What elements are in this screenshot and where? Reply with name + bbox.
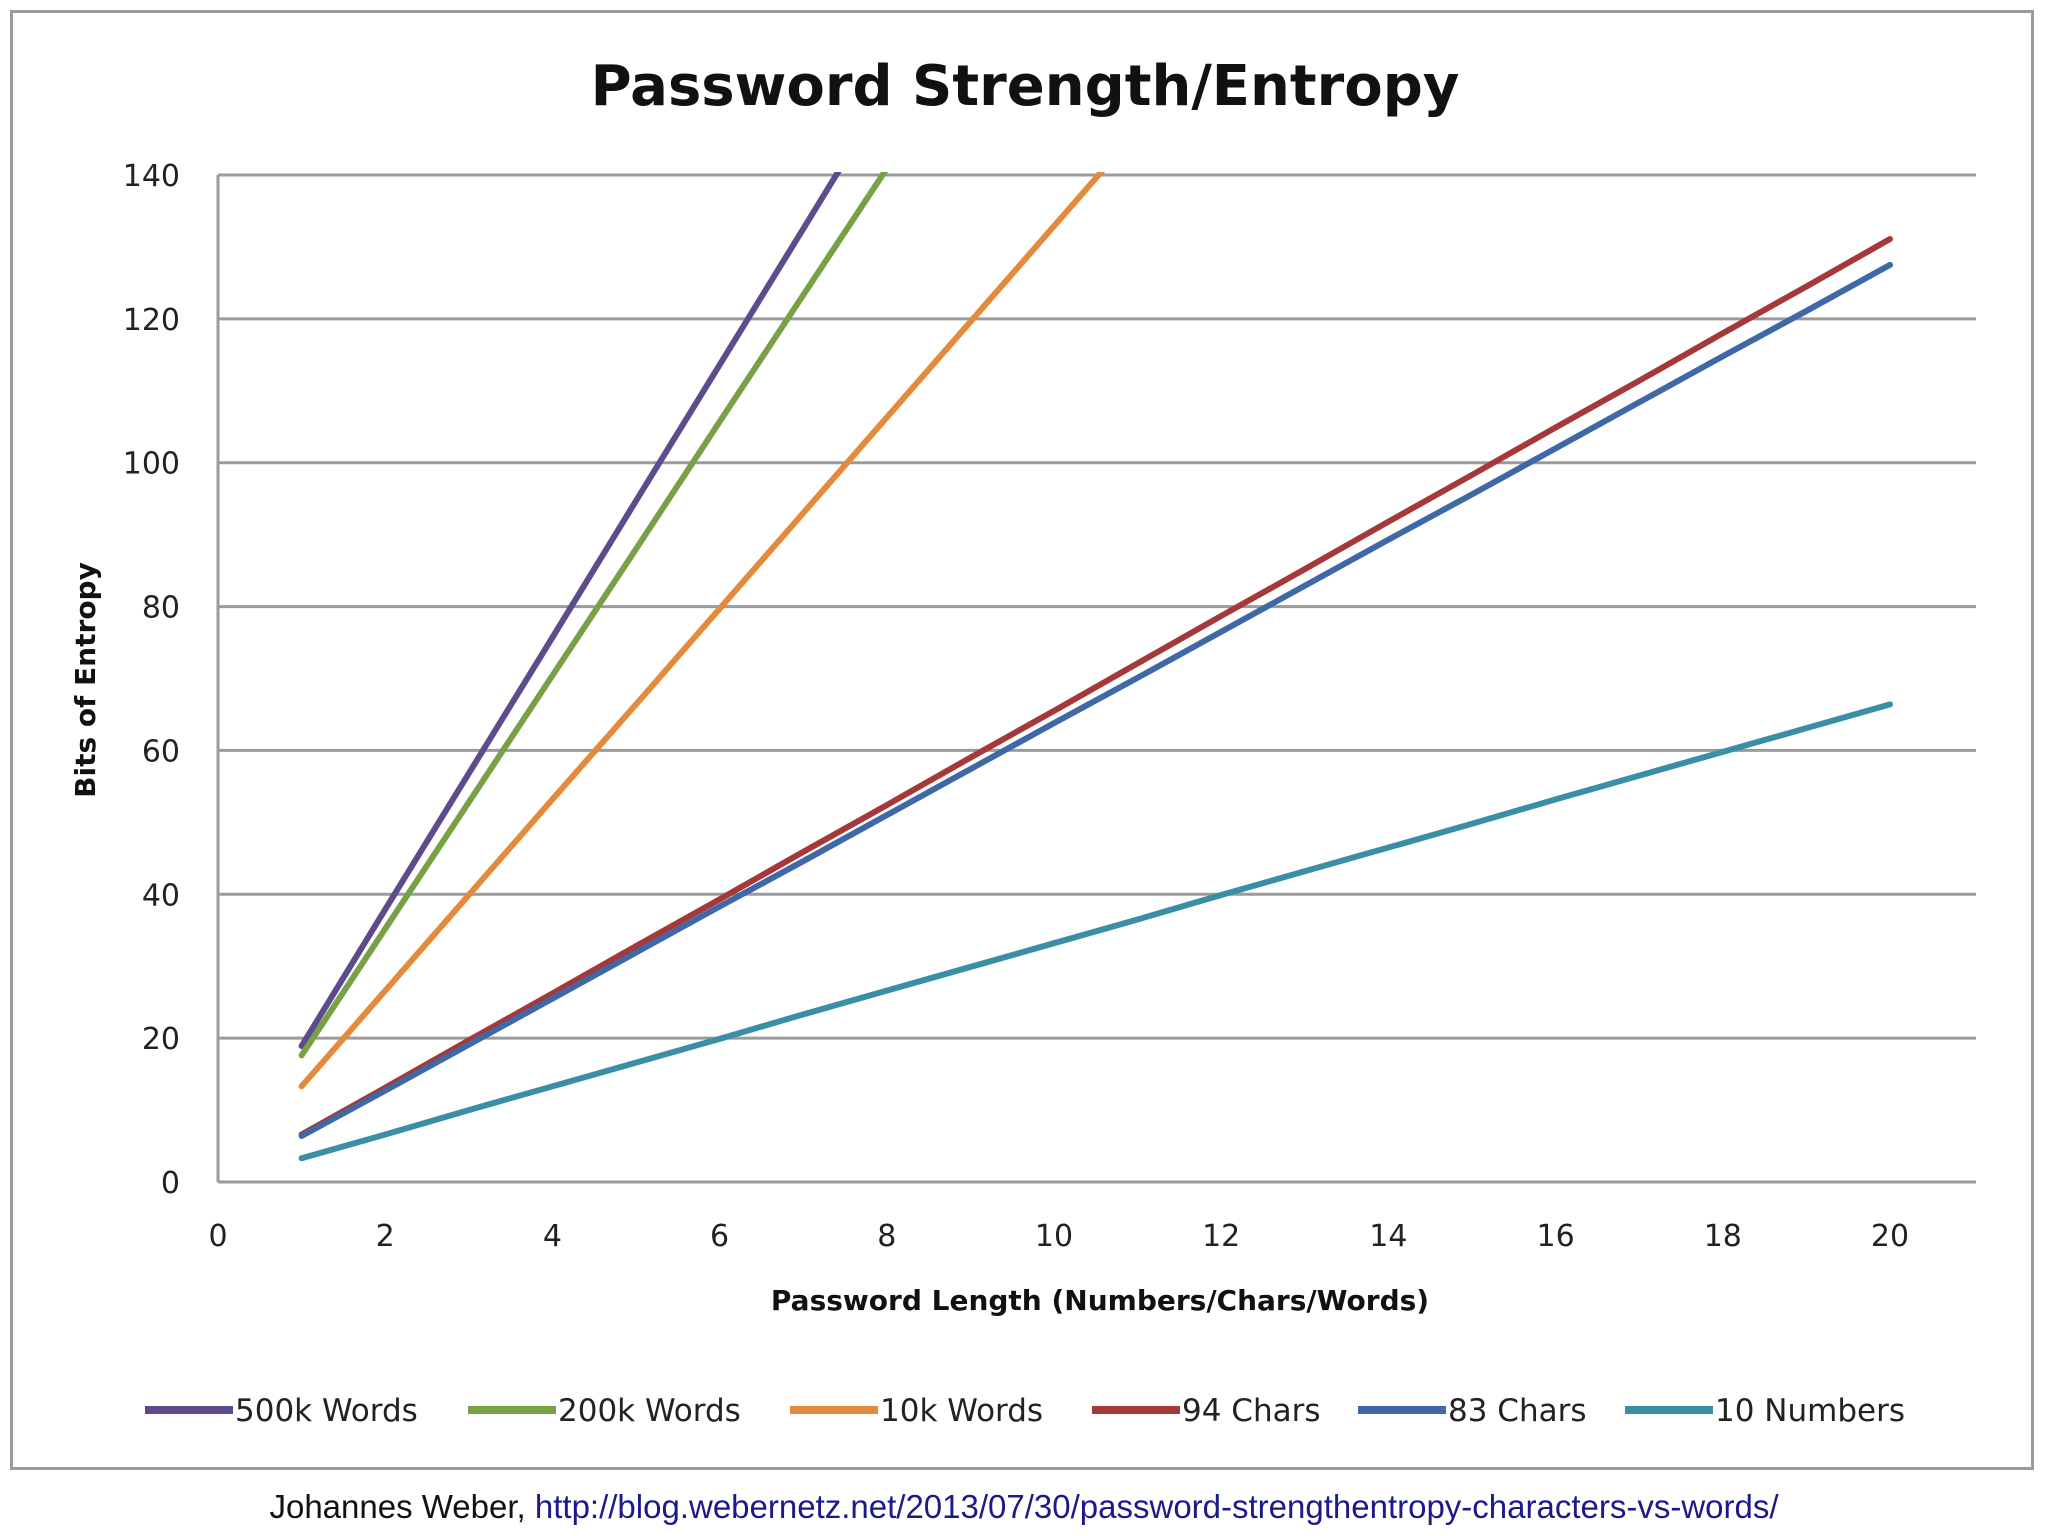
legend-item: 10k Words <box>790 1393 1043 1429</box>
legend-label: 500k Words <box>235 1393 418 1429</box>
gridlines <box>216 173 1976 1184</box>
legend-label: 83 Chars <box>1448 1393 1587 1429</box>
y-tick-label: 0 <box>161 1166 180 1201</box>
y-tick-label: 60 <box>142 734 180 769</box>
series-line-94-chars <box>298 236 1893 1138</box>
legend-item: 500k Words <box>145 1393 418 1429</box>
y-tick-label: 120 <box>123 303 180 338</box>
source-link[interactable]: http://blog.webernetz.net/2013/07/30/pas… <box>534 1488 1779 1525</box>
x-tick-label: 16 <box>1537 1219 1575 1254</box>
x-axis-label: Password Length (Numbers/Chars/Words) <box>771 1284 1429 1317</box>
x-tick-label: 20 <box>1871 1219 1909 1254</box>
legend-label: 10k Words <box>880 1393 1043 1429</box>
legend-item: 94 Chars <box>1092 1393 1321 1429</box>
y-tick-label: 140 <box>123 159 180 194</box>
series-line-500k-words <box>298 172 842 1050</box>
legend-item: 200k Words <box>468 1393 741 1429</box>
series-line-83-chars <box>298 261 1893 1139</box>
legend-label: 10 Numbers <box>1715 1393 1905 1429</box>
y-tick-label: 40 <box>142 878 180 913</box>
chart-title: Password Strength/Entropy <box>591 54 1460 119</box>
series-line-200k-words <box>298 172 889 1059</box>
source-caption: Johannes Weber, http://blog.webernetz.ne… <box>0 1488 2048 1526</box>
legend-item: 83 Chars <box>1358 1393 1587 1429</box>
series-line-10k-words <box>298 172 1106 1090</box>
x-tick-label: 18 <box>1704 1219 1742 1254</box>
x-tick-label: 0 <box>208 1219 227 1254</box>
y-axis-ticks: 0 20 40 60 80 100 120 140 <box>123 159 180 1201</box>
legend-item: 10 Numbers <box>1625 1393 1905 1429</box>
legend-label: 200k Words <box>558 1393 741 1429</box>
series-lines <box>298 172 1893 1162</box>
y-tick-label: 100 <box>123 447 180 482</box>
x-tick-label: 6 <box>710 1219 729 1254</box>
x-tick-label: 2 <box>376 1219 395 1254</box>
series-line-10-numbers <box>298 701 1893 1162</box>
y-tick-label: 20 <box>142 1022 180 1057</box>
x-tick-label: 8 <box>877 1219 896 1254</box>
y-tick-label: 80 <box>142 591 180 626</box>
x-tick-label: 4 <box>543 1219 562 1254</box>
y-axis-label: Bits of Entropy <box>69 562 102 798</box>
x-tick-label: 14 <box>1369 1219 1407 1254</box>
line-chart: Password Strength/Entropy 02040608010012… <box>69 54 1976 1429</box>
caption-author: Johannes Weber, <box>269 1488 535 1525</box>
x-tick-label: 10 <box>1035 1219 1073 1254</box>
x-axis-ticks: 0 2 4 6 8 10 12 14 16 18 20 <box>208 1219 1909 1254</box>
x-tick-label: 12 <box>1202 1219 1240 1254</box>
legend-label: 94 Chars <box>1182 1393 1321 1429</box>
legend: 500k Words 200k Words 10k Words 94 Chars 83 … <box>145 1393 1905 1429</box>
